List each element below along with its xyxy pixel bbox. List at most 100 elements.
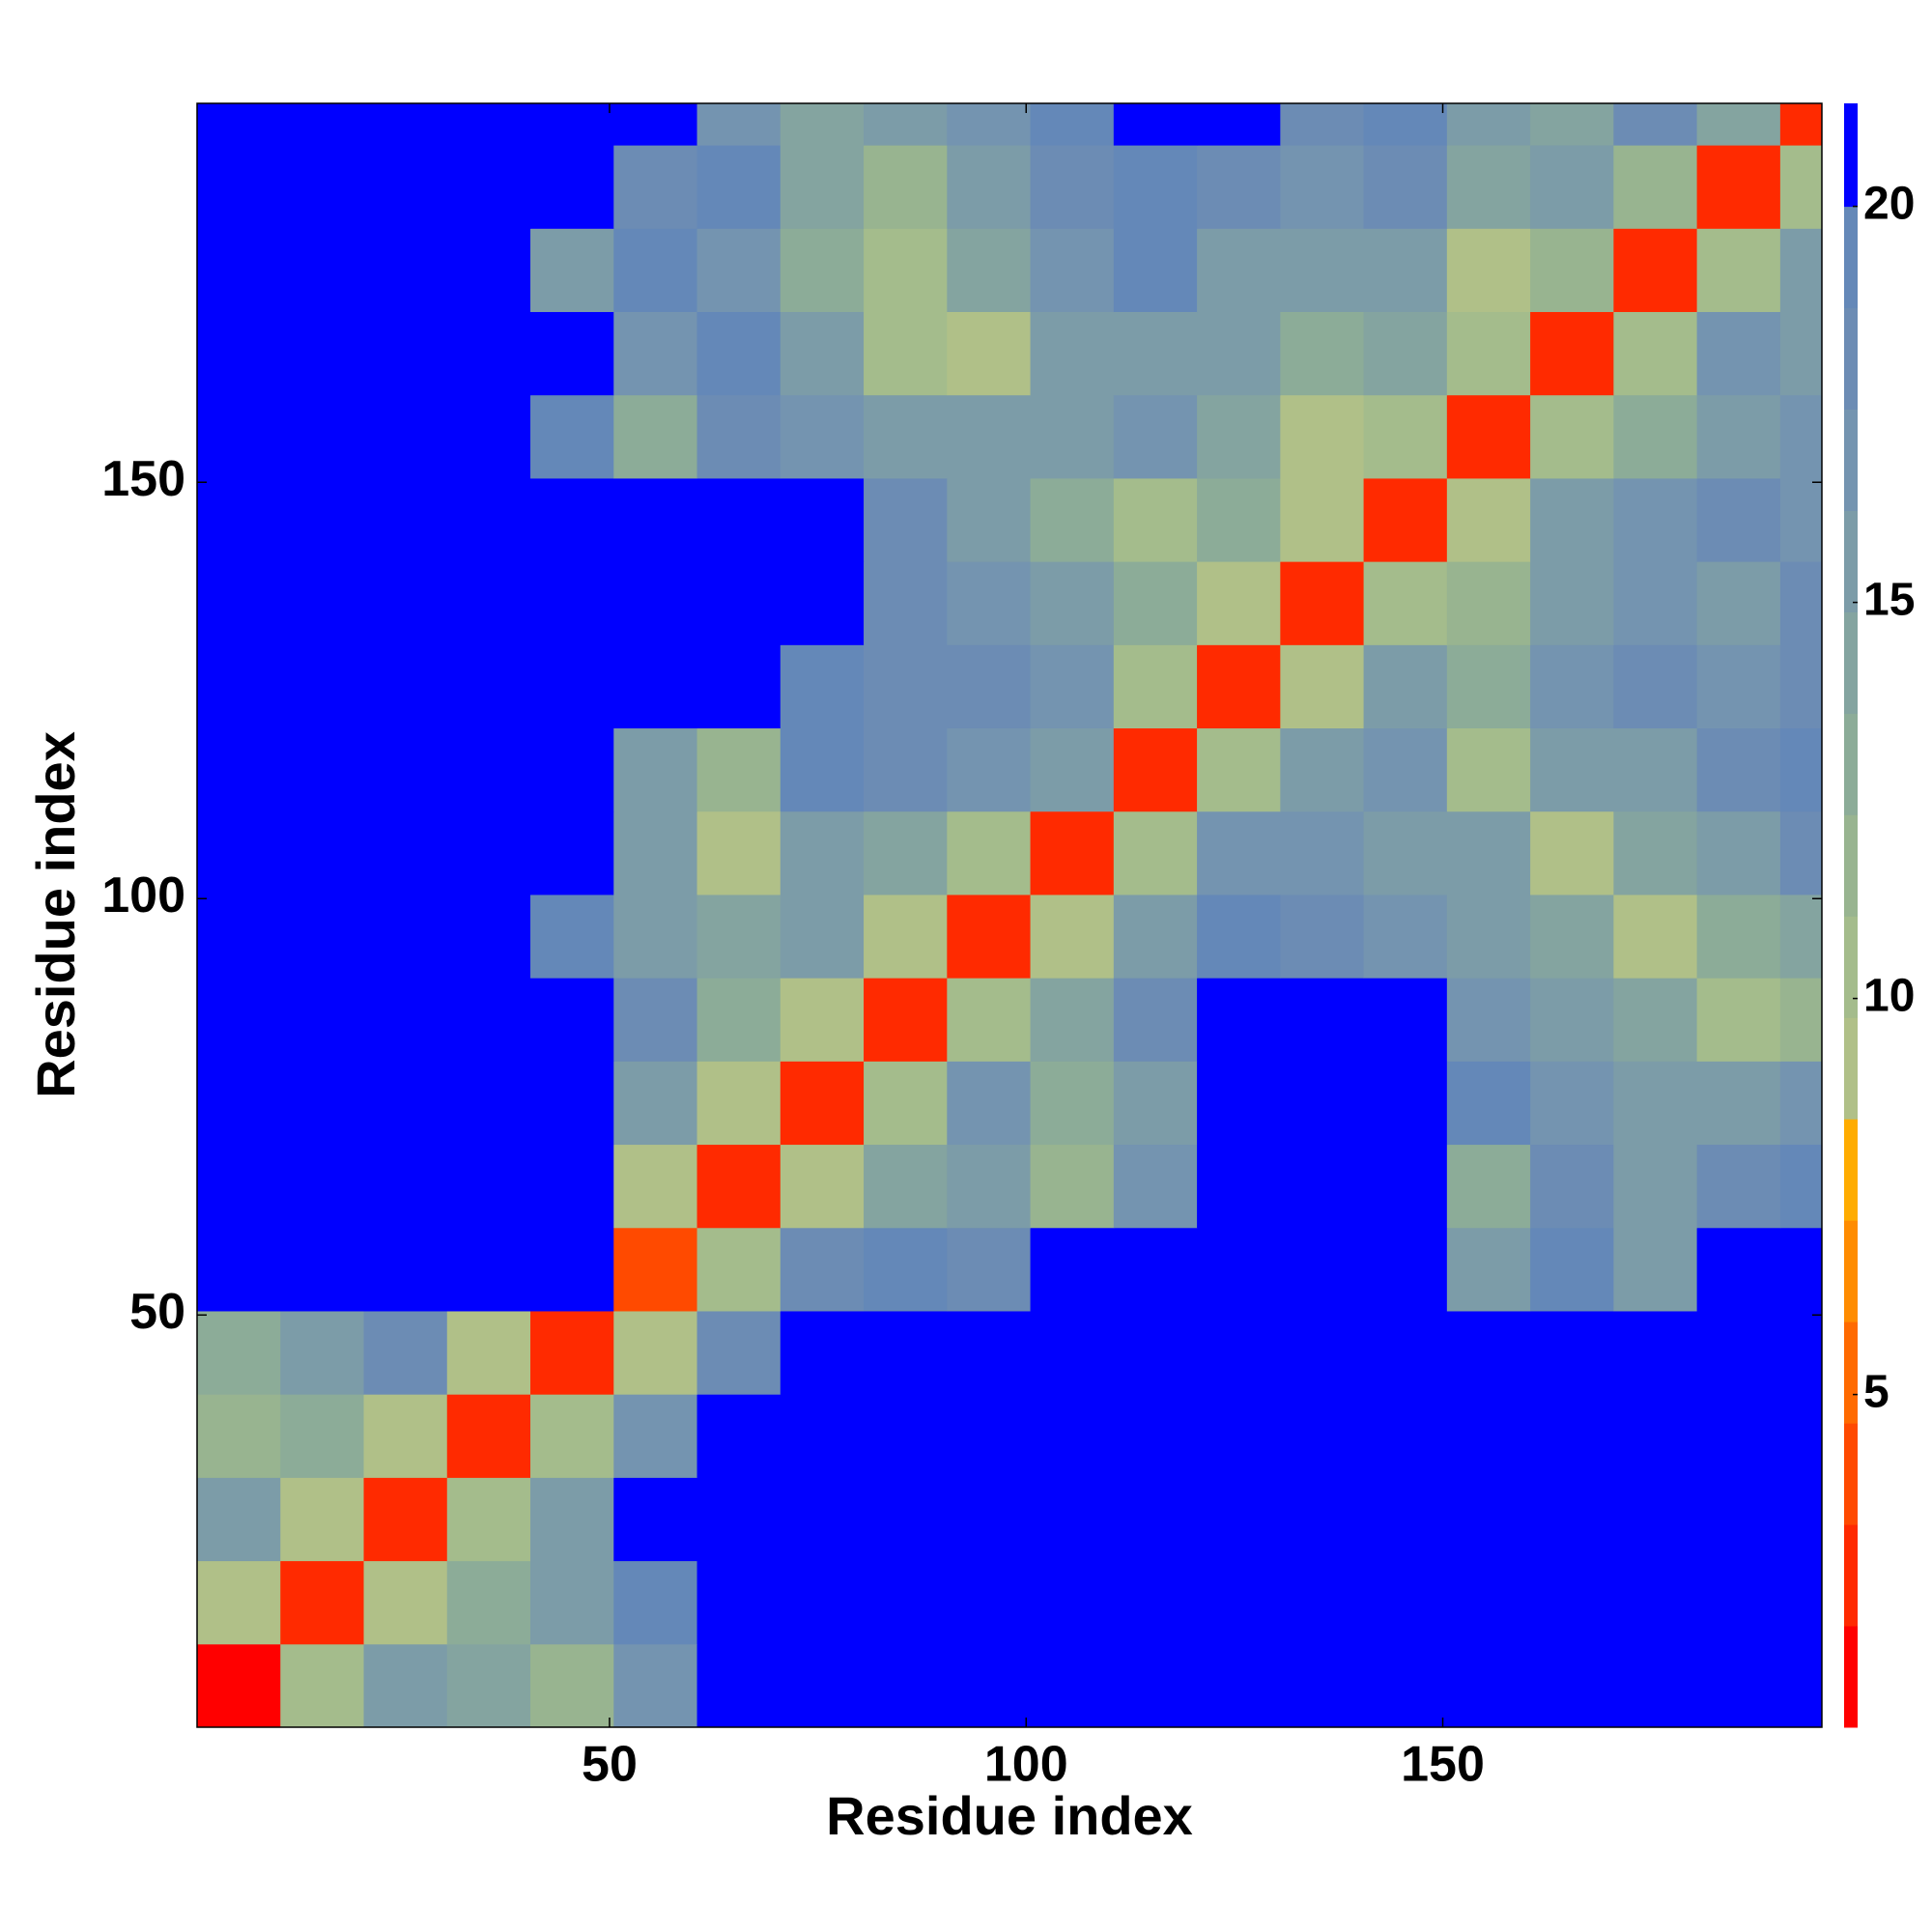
- heatmap-cell: [864, 561, 948, 645]
- heatmap-cell: [1613, 103, 1698, 146]
- heatmap-cell: [197, 810, 281, 895]
- heatmap-cell: [1696, 1227, 1781, 1312]
- heatmap-cell: [1530, 477, 1614, 562]
- heatmap-cell: [530, 561, 614, 645]
- heatmap-cell: [1530, 311, 1614, 396]
- heatmap-cell: [1446, 311, 1531, 396]
- heatmap-cell: [1613, 561, 1698, 645]
- heatmap-cell: [1030, 978, 1115, 1062]
- heatmap-cell: [1446, 978, 1531, 1062]
- heatmap-cell: [696, 1061, 781, 1146]
- heatmap-cell: [947, 477, 1032, 562]
- heatmap-cell: [1613, 1227, 1698, 1312]
- heatmap-cell: [280, 727, 365, 812]
- heatmap-cell: [1197, 394, 1281, 479]
- heatmap-cell: [1613, 1061, 1698, 1146]
- heatmap-cell: [530, 1643, 614, 1728]
- heatmap-cell: [1030, 1560, 1115, 1645]
- y-tick-label: 50: [129, 1284, 185, 1340]
- heatmap-cell: [1530, 145, 1614, 229]
- heatmap-cell: [1530, 644, 1614, 729]
- heatmap-cell: [197, 145, 281, 229]
- heatmap-cell: [1363, 727, 1448, 812]
- heatmap-cell: [696, 644, 781, 729]
- heatmap-cell: [197, 1477, 281, 1562]
- heatmap-cell: [1530, 1144, 1614, 1229]
- heatmap-cell: [1197, 477, 1281, 562]
- heatmap-cell: [1197, 644, 1281, 729]
- heatmap-cell: [1613, 145, 1698, 229]
- heatmap-cell: [446, 1477, 531, 1562]
- heatmap-cell: [1363, 1560, 1448, 1645]
- heatmap-cell: [613, 727, 698, 812]
- heatmap-cell: [197, 477, 281, 562]
- heatmap-cell: [1779, 810, 1823, 895]
- heatmap-cell: [1030, 810, 1115, 895]
- heatmap-cell: [613, 978, 698, 1062]
- heatmap-cell: [363, 394, 448, 479]
- heatmap-cell: [1197, 145, 1281, 229]
- heatmap-cell: [1280, 894, 1365, 979]
- heatmap-cell: [530, 644, 614, 729]
- heatmap-cell: [280, 103, 365, 146]
- heatmap-cell: [363, 561, 448, 645]
- heatmap-cell: [1446, 1643, 1531, 1728]
- heatmap-cell: [947, 1560, 1032, 1645]
- heatmap-cell: [1030, 228, 1115, 313]
- heatmap-cell: [1613, 810, 1698, 895]
- heatmap-cell: [780, 727, 865, 812]
- heatmap-cell: [1779, 1227, 1823, 1312]
- heatmap-cell: [197, 103, 281, 146]
- heatmap-cell: [1280, 145, 1365, 229]
- heatmap-cell: [280, 1144, 365, 1229]
- heatmap-cell: [1197, 1477, 1281, 1562]
- heatmap-cell: [280, 1310, 365, 1395]
- heatmap-cell: [1030, 394, 1115, 479]
- heatmap-cell: [363, 1310, 448, 1395]
- heatmap-cell: [613, 394, 698, 479]
- heatmap-cell: [864, 644, 948, 729]
- heatmap-cell: [1280, 1477, 1365, 1562]
- heatmap-cell: [1446, 810, 1531, 895]
- heatmap-cell: [280, 1227, 365, 1312]
- heatmap-cell: [1030, 1227, 1115, 1312]
- heatmap-cell: [446, 1061, 531, 1146]
- heatmap-cell: [1363, 1394, 1448, 1478]
- heatmap-cell: [1363, 228, 1448, 313]
- heatmap-cell: [446, 561, 531, 645]
- heatmap-cell: [864, 894, 948, 979]
- heatmap-cell: [1779, 228, 1823, 313]
- heatmap-cell: [446, 228, 531, 313]
- heatmap-cell: [280, 1477, 365, 1562]
- heatmap-cell: [696, 894, 781, 979]
- heatmap-cell: [613, 477, 698, 562]
- heatmap-cell: [696, 1144, 781, 1229]
- heatmap-cell: [613, 810, 698, 895]
- heatmap-cell: [696, 228, 781, 313]
- heatmap-cell: [696, 311, 781, 396]
- heatmap-cell: [446, 1643, 531, 1728]
- heatmap-cell: [613, 644, 698, 729]
- heatmap-cell: [1696, 477, 1781, 562]
- heatmap-cell: [1530, 1394, 1614, 1478]
- heatmap-cell: [1280, 394, 1365, 479]
- heatmap-cell: [1197, 978, 1281, 1062]
- heatmap-cell: [780, 477, 865, 562]
- heatmap-cell: [696, 1394, 781, 1478]
- heatmap-cell: [1696, 311, 1781, 396]
- heatmap-cell: [947, 810, 1032, 895]
- heatmap-cell: [1363, 1643, 1448, 1728]
- x-tick-label: 50: [582, 1737, 638, 1793]
- heatmap-cell: [1696, 644, 1781, 729]
- heatmap-cell: [280, 894, 365, 979]
- heatmap-cell: [446, 644, 531, 729]
- heatmap-cell: [1779, 311, 1823, 396]
- heatmap-cell: [280, 477, 365, 562]
- heatmap-cell: [197, 644, 281, 729]
- heatmap-cell: [197, 727, 281, 812]
- heatmap-cell: [1530, 561, 1614, 645]
- heatmap-cell: [864, 1394, 948, 1478]
- colorbar-band: [1844, 1321, 1858, 1424]
- heatmap-cell: [1113, 477, 1198, 562]
- heatmap-cell: [363, 103, 448, 146]
